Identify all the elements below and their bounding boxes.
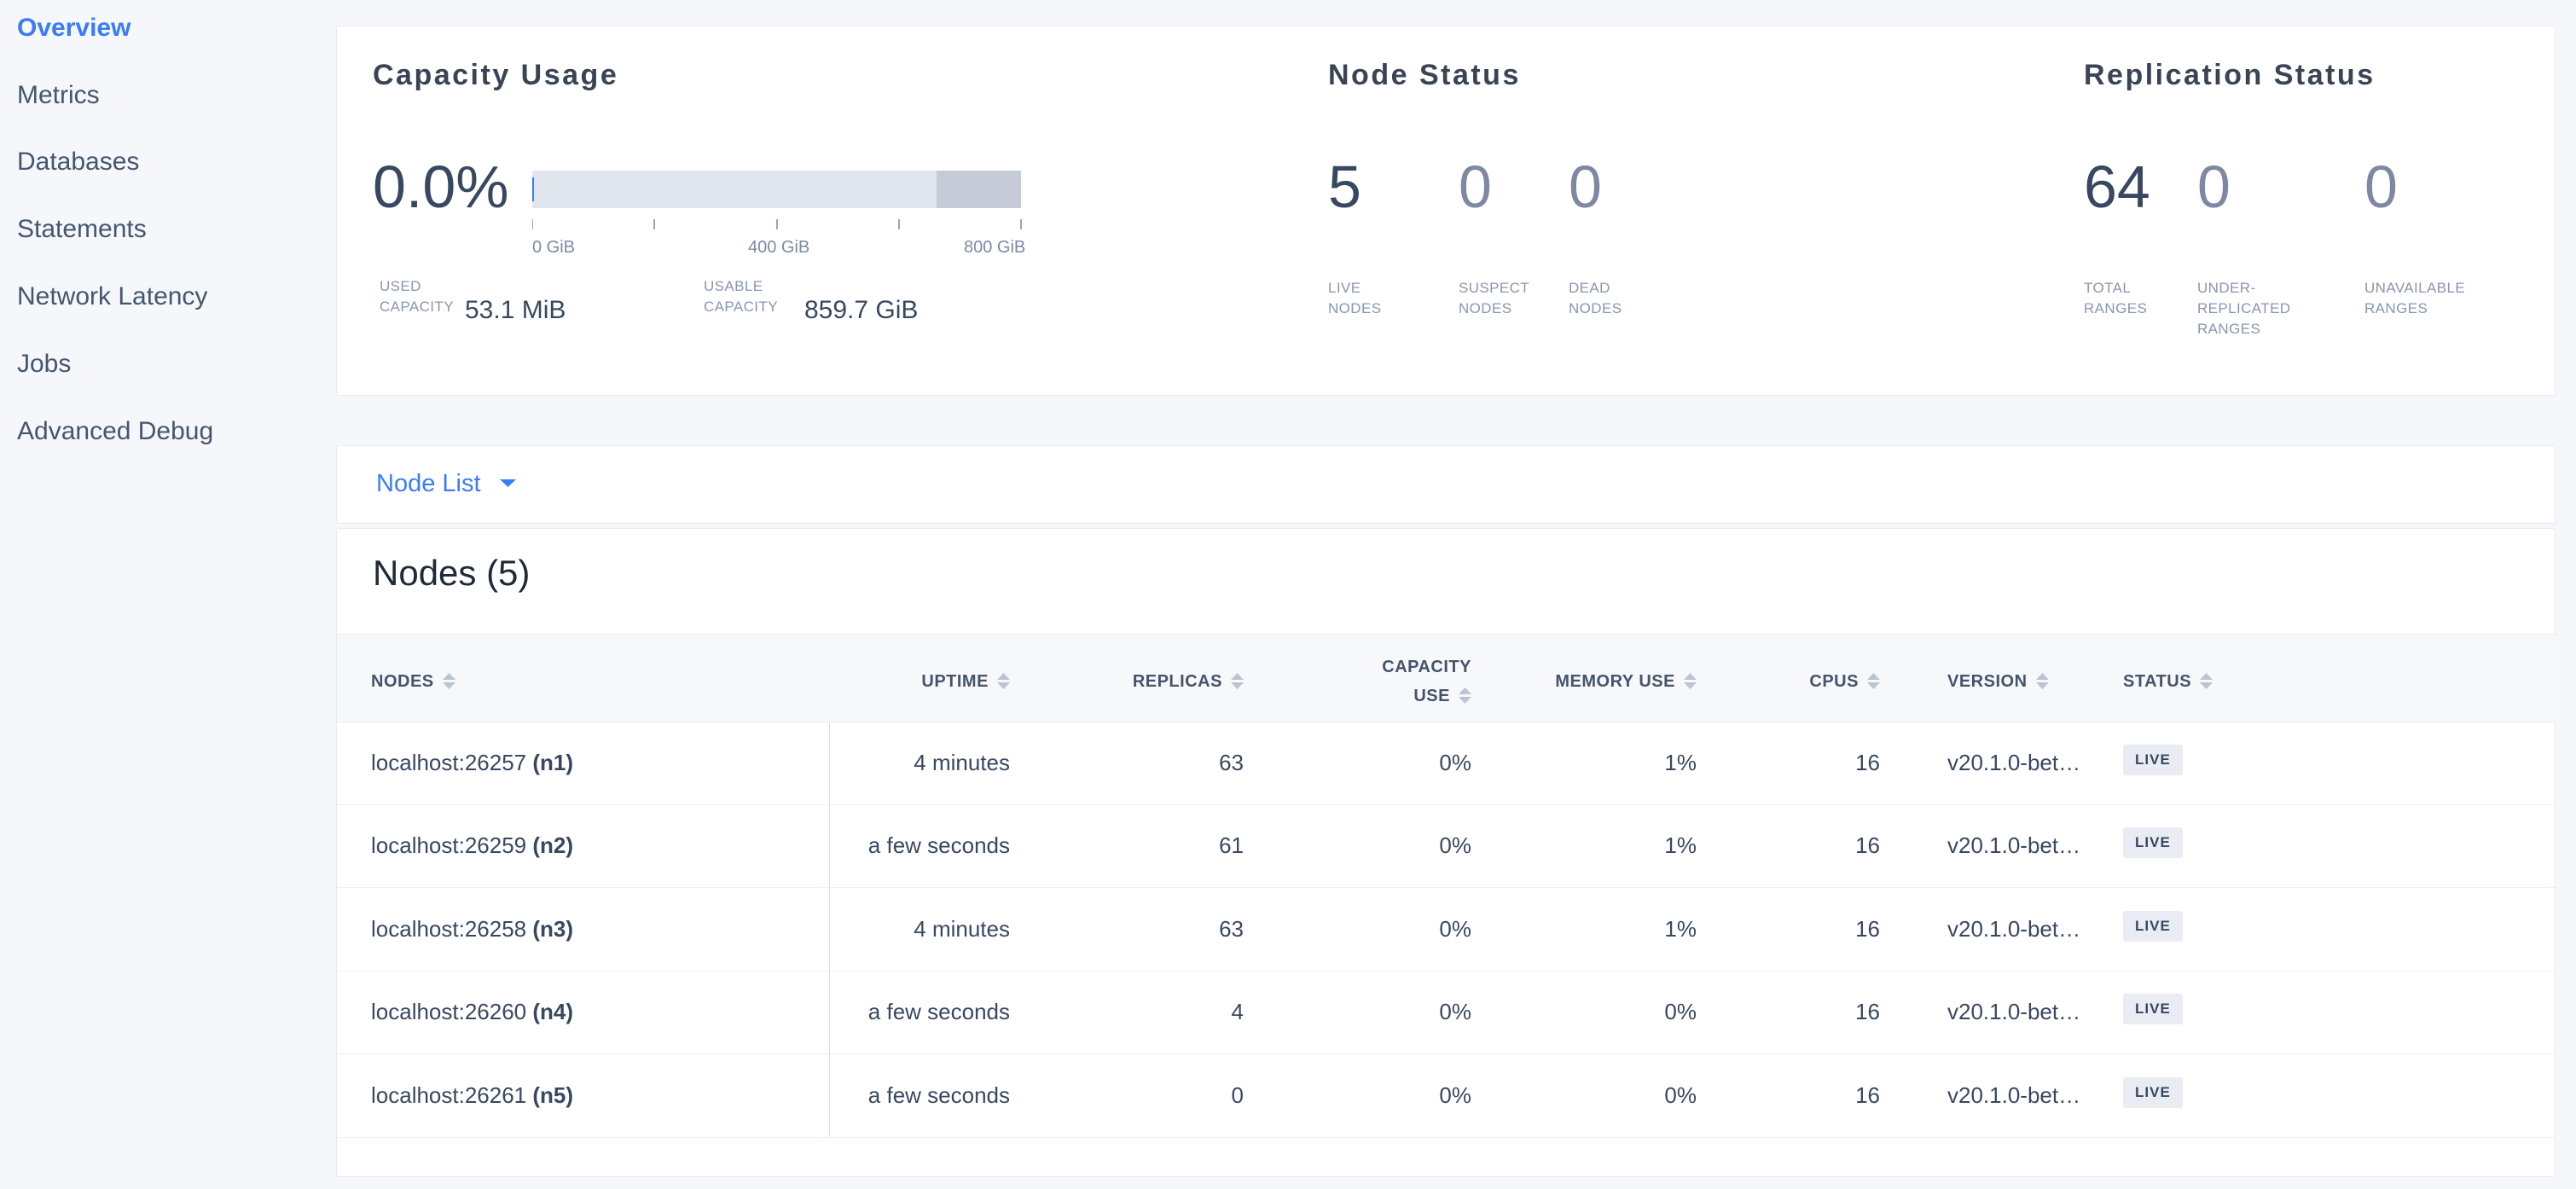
svg-text:0 GiB: 0 GiB [532, 238, 575, 256]
svg-text:800 GiB: 800 GiB [964, 238, 1025, 256]
svg-text:400 GiB: 400 GiB [748, 238, 809, 256]
